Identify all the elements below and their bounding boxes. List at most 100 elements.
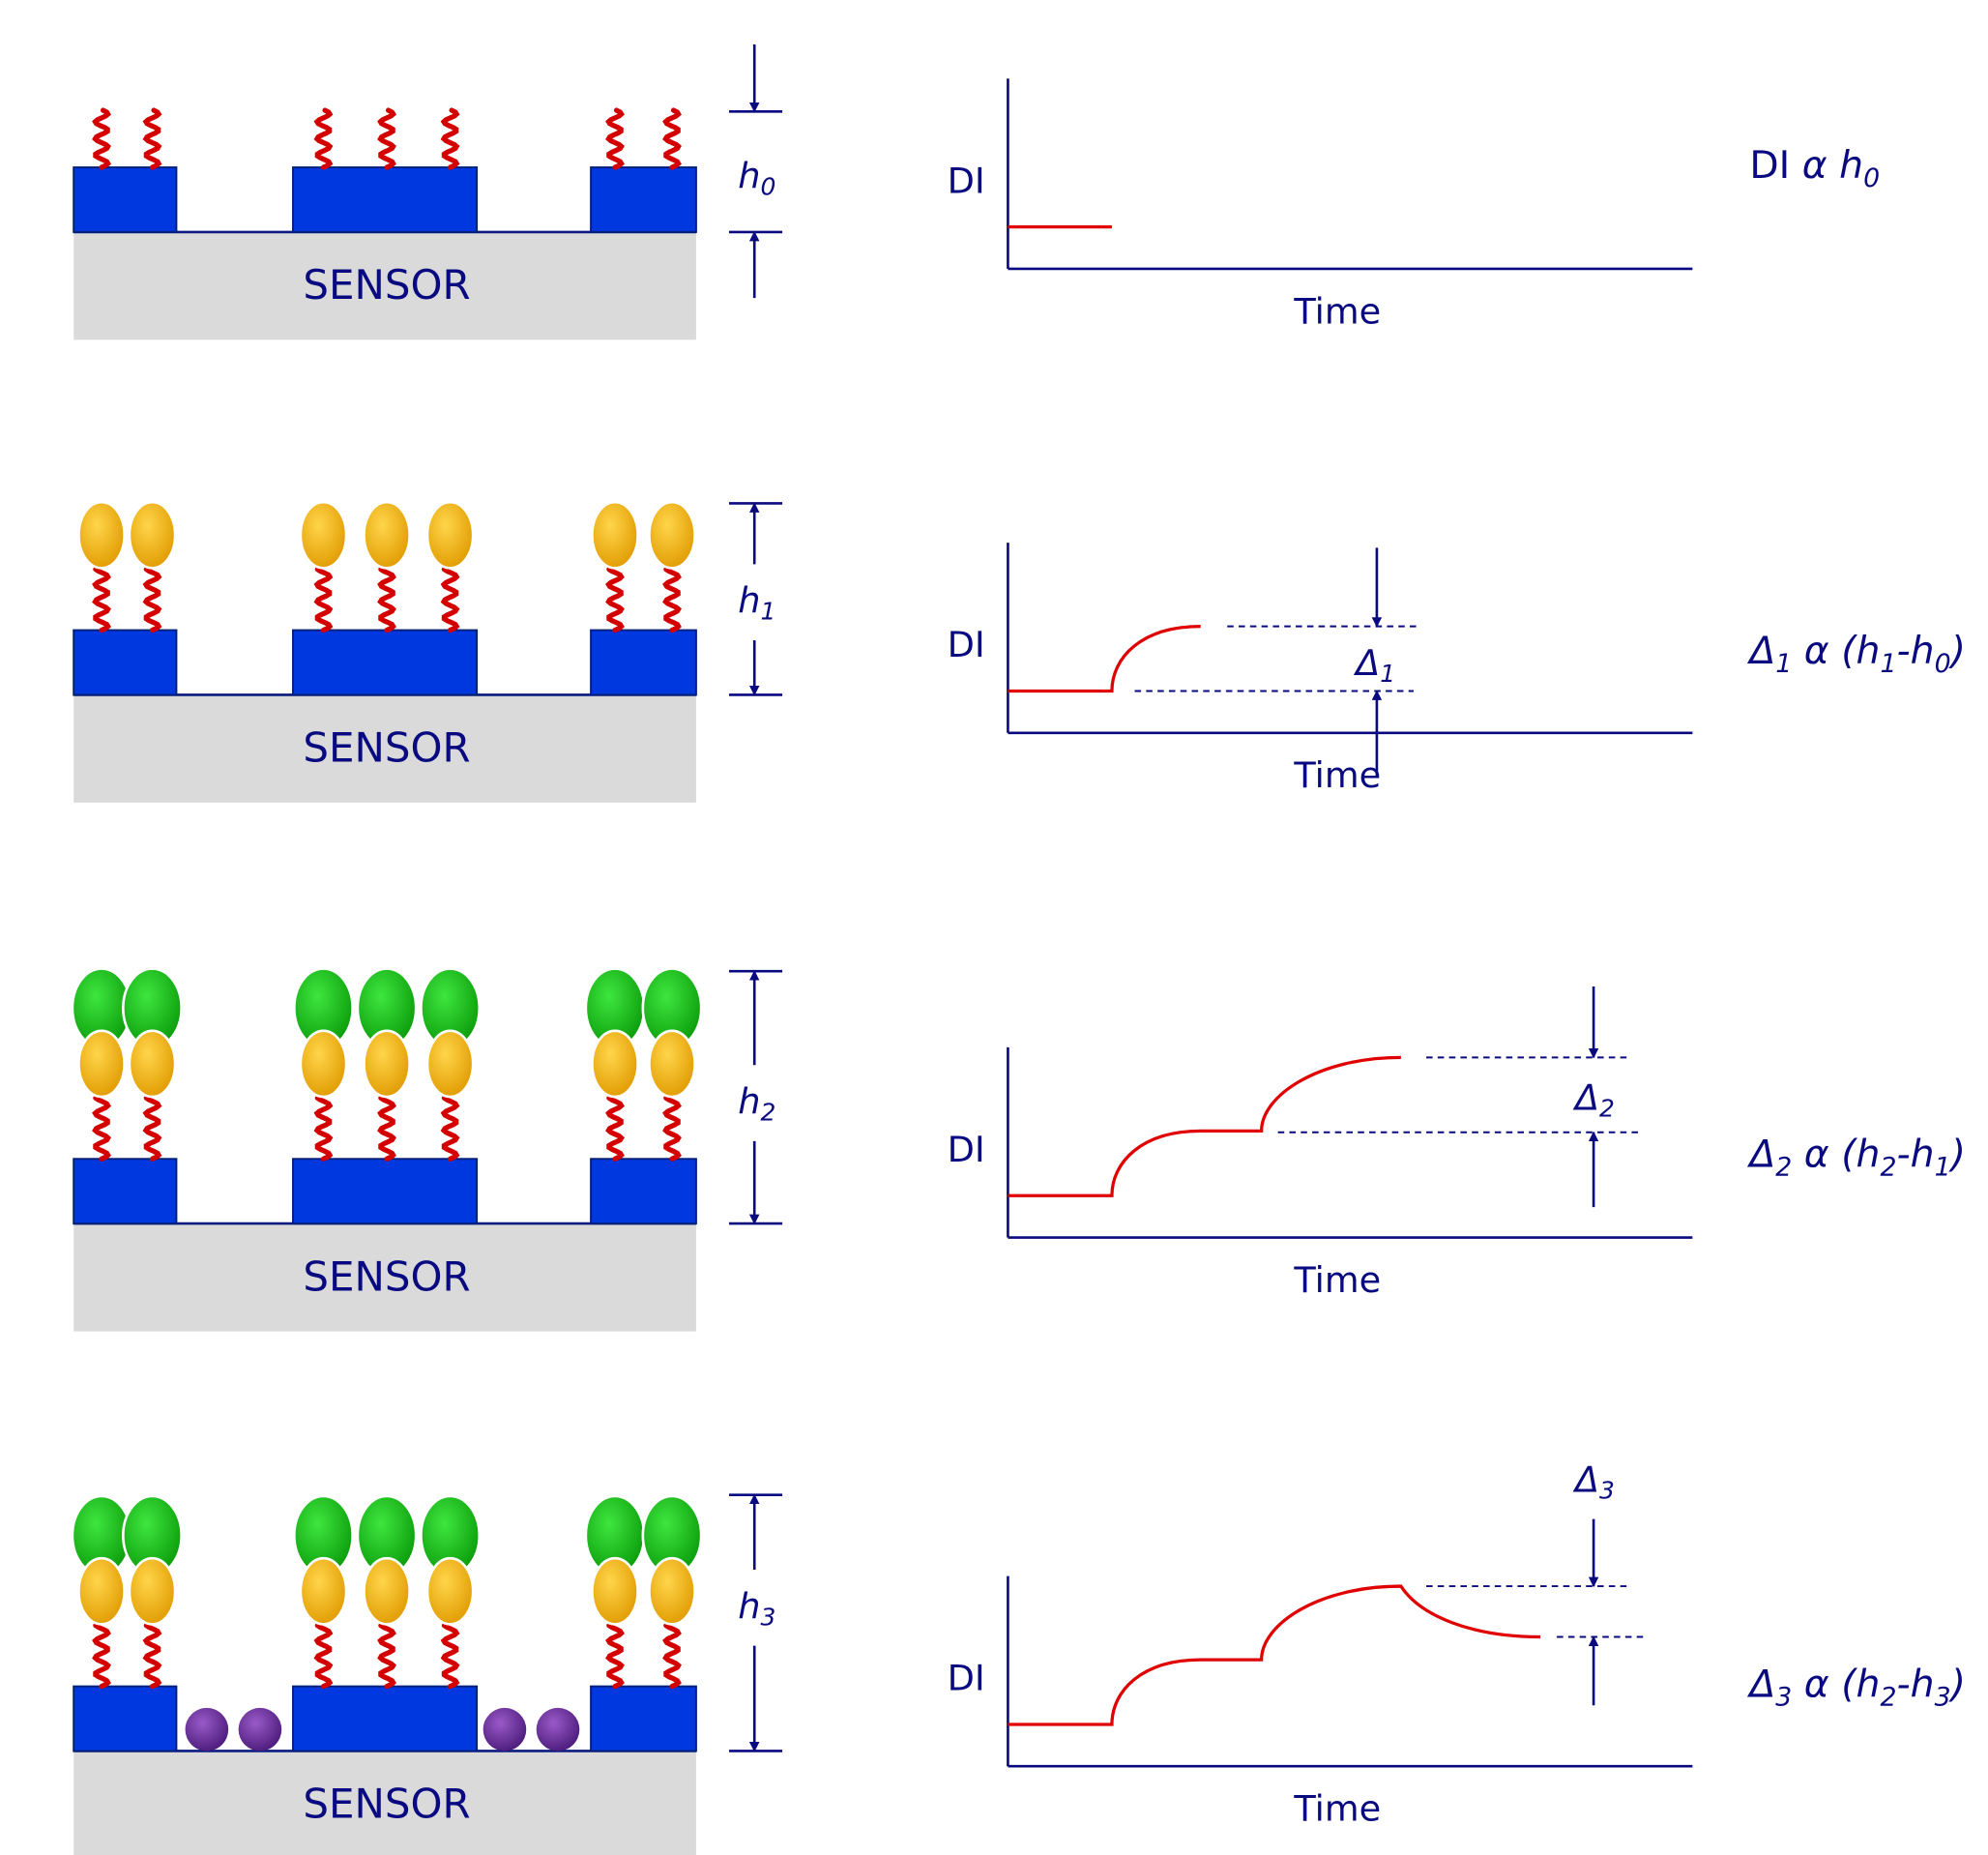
linker [440,107,460,170]
text-part: ) [1948,1662,1966,1706]
height-label: h1 [738,579,775,626]
y-axis-label: DI [948,1129,985,1170]
x-axis-label: Time [1293,1788,1381,1830]
height-label: h3 [738,1585,775,1632]
x-axis-label: Time [1293,1259,1381,1301]
text-part: α h [1802,143,1863,188]
text-part: Δ [1746,629,1775,673]
sensor [73,231,696,340]
matrix-block [590,629,697,696]
subscript: 1 [761,598,776,626]
matrix-block [73,1158,178,1225]
text-part: h [738,579,760,621]
text-part: Δ [1746,1132,1775,1176]
sensor-label: SENSOR [303,724,470,772]
linker [605,567,625,633]
text-part: Δ [1353,641,1380,683]
linker [662,567,682,633]
delta-label: Δ1 [1353,641,1395,688]
delta-label: Δ2 [1572,1076,1615,1123]
yellow-molecule [425,1556,475,1626]
linker [605,1095,625,1162]
x-axis-label: Time [1293,754,1381,796]
analyte [238,1707,282,1752]
linker [142,1623,162,1690]
linker [377,107,396,170]
relation-label: Δ2 α (h2-h1) [1746,1132,1966,1182]
linker [313,1623,334,1690]
subscript: 3 [1599,1476,1615,1504]
signal-curve [1008,624,1201,693]
text-part: -h [1896,629,1934,673]
analyte [185,1707,229,1752]
linker [377,1095,396,1162]
sensor [73,1223,696,1332]
linker [92,107,111,170]
yellow-molecule [77,1556,126,1626]
matrix-block [590,1158,697,1225]
yellow-molecule [128,1556,177,1626]
relation-label: DI α h0 [1749,143,1880,193]
yellow-molecule [128,500,177,570]
linker [377,1623,396,1690]
yellow-molecule [425,1029,475,1099]
yellow-molecule [128,1029,177,1099]
yellow-molecule [591,1556,639,1626]
yellow-molecule [363,1029,411,1099]
subscript: 0 [1863,162,1880,192]
subscript: 3 [761,1603,776,1631]
y-axis-label: DI [948,1658,985,1699]
text-part: Δ [1746,1662,1775,1706]
linker [440,1095,460,1162]
linker [313,567,334,633]
text-part: α (h [1792,629,1880,673]
sensor [73,694,696,803]
relation-label: Δ1 α (h1-h0) [1746,629,1966,679]
yellow-molecule [591,1029,639,1099]
sensor-label: SENSOR [303,1252,470,1300]
relation-label: Δ3 α (h2-h3) [1746,1662,1966,1712]
subscript: 3 [1775,1682,1792,1712]
subscript: 1 [1775,648,1792,678]
matrix-block [590,1685,697,1752]
yellow-molecule [648,500,696,570]
height-label: h0 [738,155,775,201]
text-part: h [738,155,760,196]
matrix-block [73,166,178,233]
analyte [482,1707,527,1752]
y-axis-label: DI [948,160,985,201]
matrix-block [292,1158,479,1225]
yellow-molecule [299,1556,348,1626]
x-axis-label: Time [1293,290,1381,332]
yellow-molecule [363,500,411,570]
yellow-molecule [591,500,639,570]
subscript: 1 [1880,648,1896,678]
matrix-block [292,1685,479,1752]
subscript: 2 [1599,1095,1615,1123]
linker [92,567,111,633]
linker [662,1095,682,1162]
linker [440,1623,460,1690]
yellow-molecule [77,1029,126,1099]
matrix-block [292,629,479,696]
text-part: Δ [1572,1458,1599,1500]
yellow-molecule [648,1556,696,1626]
subscript: 1 [1380,660,1395,688]
yellow-molecule [363,1556,411,1626]
signal-curve [1008,1584,1541,1726]
sensor-label: SENSOR [303,261,470,309]
height-label: h2 [738,1080,775,1127]
subscript: 3 [1935,1682,1951,1712]
linker [92,1623,111,1690]
yellow-molecule [299,500,348,570]
delta-label: Δ3 [1572,1458,1615,1505]
matrix-block [590,166,697,233]
subscript: 2 [1880,1682,1896,1712]
subscript: 2 [1880,1152,1896,1182]
subscript: 1 [1935,1152,1951,1182]
text-part: h [738,1080,760,1122]
linker [313,1095,334,1162]
signal-curve [1008,1055,1401,1197]
